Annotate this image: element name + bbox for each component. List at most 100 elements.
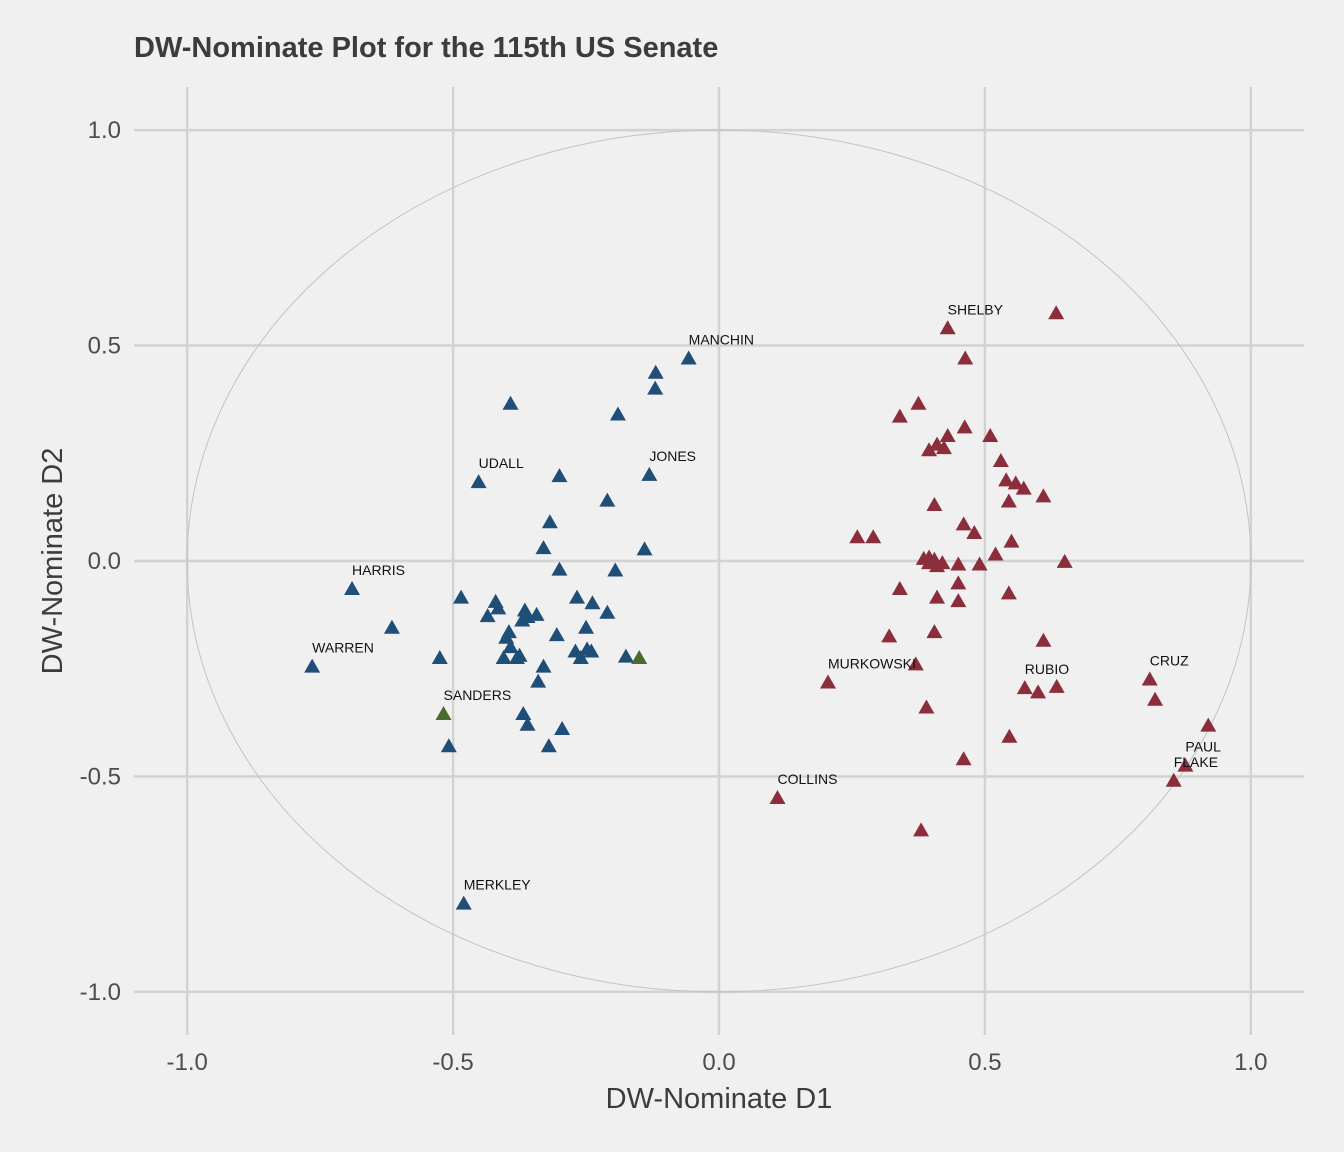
senator-point bbox=[440, 738, 457, 753]
senator-point bbox=[530, 673, 547, 688]
senator-point bbox=[926, 496, 943, 511]
senator-point bbox=[647, 364, 664, 379]
senator-point bbox=[1147, 691, 1164, 706]
senator-point bbox=[1035, 488, 1052, 503]
senator-label: HARRIS bbox=[352, 562, 405, 578]
senator-point bbox=[956, 419, 973, 434]
senator-point bbox=[950, 575, 967, 590]
senator-point bbox=[1200, 717, 1217, 732]
senator-label: MERKLEY bbox=[464, 877, 532, 893]
senator-point bbox=[1007, 475, 1024, 490]
senator-point bbox=[820, 674, 837, 689]
senator-point bbox=[515, 705, 532, 720]
senator-point bbox=[881, 628, 898, 643]
senator-point bbox=[1000, 493, 1017, 508]
x-tick-label: -1.0 bbox=[167, 1049, 208, 1076]
senator-point bbox=[957, 350, 974, 365]
x-tick-label: 0.0 bbox=[702, 1049, 735, 1076]
senator-point bbox=[519, 716, 536, 731]
senator-point bbox=[479, 608, 496, 623]
senator-point bbox=[578, 619, 595, 634]
senator-point bbox=[1000, 585, 1017, 600]
senator-point bbox=[548, 627, 565, 642]
senator-point bbox=[541, 514, 558, 529]
y-tick-label: 1.0 bbox=[88, 117, 121, 144]
senator-point bbox=[584, 595, 601, 610]
senator-point bbox=[631, 649, 648, 664]
y-tick-label: 0.5 bbox=[88, 333, 121, 360]
y-tick-label: -1.0 bbox=[80, 979, 121, 1006]
senator-point bbox=[966, 524, 983, 539]
senator-point bbox=[540, 738, 557, 753]
senator-point bbox=[910, 395, 927, 410]
senator-point bbox=[865, 529, 882, 544]
senator-point bbox=[1165, 772, 1182, 787]
data-points bbox=[304, 305, 1217, 910]
senator-point bbox=[680, 350, 697, 365]
senator-point bbox=[383, 619, 400, 634]
x-tick-label: 1.0 bbox=[1234, 1049, 1267, 1076]
senator-point bbox=[1016, 680, 1033, 695]
senator-point bbox=[1048, 678, 1065, 693]
senator-point bbox=[955, 516, 972, 531]
senator-point bbox=[647, 380, 664, 395]
senator-point bbox=[431, 649, 448, 664]
senator-label: WARREN bbox=[312, 640, 374, 656]
senator-point bbox=[344, 581, 361, 596]
senator-label: FLAKE bbox=[1174, 754, 1218, 770]
senator-label: PAUL bbox=[1185, 739, 1221, 755]
senator-label: MURKOWSKI bbox=[828, 656, 916, 672]
senator-point bbox=[514, 612, 531, 627]
senator-point bbox=[453, 589, 470, 604]
senator-point bbox=[939, 320, 956, 335]
reference-circle bbox=[186, 129, 1252, 993]
senator-point bbox=[641, 466, 658, 481]
senator-point bbox=[495, 649, 512, 664]
senator-point bbox=[1030, 684, 1047, 699]
y-axis-title: DW-Nominate D2 bbox=[37, 448, 69, 675]
senator-point bbox=[535, 540, 552, 555]
senator-label: UDALL bbox=[479, 455, 524, 471]
senator-point bbox=[913, 822, 930, 837]
senator-point bbox=[971, 556, 988, 571]
senator-point bbox=[1035, 632, 1052, 647]
senator-point bbox=[955, 751, 972, 766]
senator-point bbox=[435, 705, 452, 720]
senator-point bbox=[926, 624, 943, 639]
senator-point bbox=[609, 406, 626, 421]
chart-title: DW-Nominate Plot for the 115th US Senate bbox=[134, 32, 719, 64]
senator-point bbox=[1056, 553, 1073, 568]
senator-point bbox=[982, 428, 999, 443]
senator-point bbox=[599, 604, 616, 619]
senator-label: SANDERS bbox=[444, 687, 512, 703]
senator-label: CRUZ bbox=[1150, 653, 1189, 669]
senator-point bbox=[617, 648, 634, 663]
y-tick-label: 0.0 bbox=[88, 548, 121, 575]
x-axis-ticks: -1.0 -0.5 0.0 0.5 1.0 bbox=[167, 1049, 1268, 1076]
senator-point bbox=[455, 895, 472, 910]
senator-point bbox=[907, 656, 924, 671]
senator-point bbox=[1177, 757, 1194, 772]
senator-point bbox=[554, 721, 571, 736]
senator-point bbox=[929, 589, 946, 604]
senator-point bbox=[572, 649, 589, 664]
senator-point bbox=[987, 546, 1004, 561]
senator-label: RUBIO bbox=[1025, 661, 1069, 677]
senator-point bbox=[918, 699, 935, 714]
senator-point bbox=[769, 790, 786, 804]
senator-point bbox=[508, 649, 525, 664]
senator-point bbox=[528, 606, 545, 621]
senator-point bbox=[470, 474, 487, 489]
senator-point bbox=[1141, 671, 1158, 686]
senator-label: COLLINS bbox=[778, 771, 838, 787]
senator-label: JONES bbox=[649, 448, 696, 464]
senator-point bbox=[583, 643, 600, 658]
senator-point bbox=[992, 453, 1009, 468]
senator-point bbox=[551, 561, 568, 576]
senator-point bbox=[998, 472, 1015, 487]
senator-point bbox=[502, 395, 519, 410]
senator-point bbox=[1015, 480, 1032, 495]
y-tick-label: -0.5 bbox=[80, 763, 121, 790]
x-tick-label: -0.5 bbox=[432, 1049, 473, 1076]
